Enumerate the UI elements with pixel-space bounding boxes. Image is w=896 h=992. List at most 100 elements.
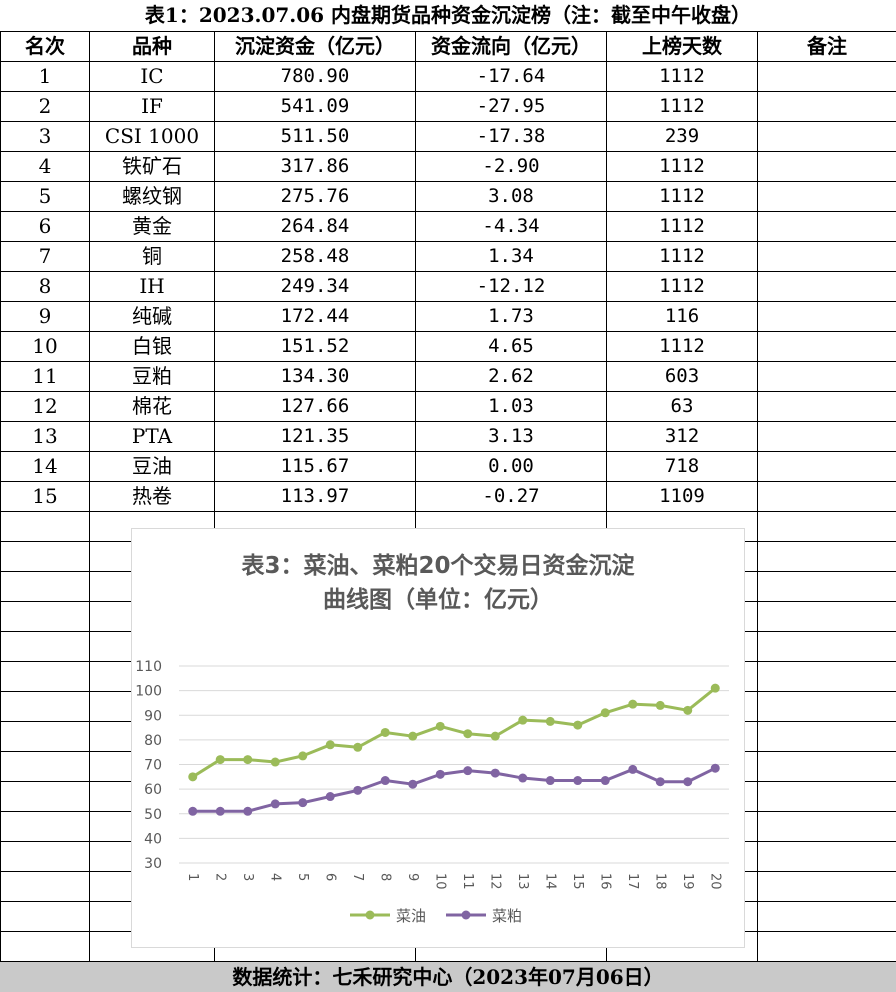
empty-cell <box>758 842 896 872</box>
cell-notes <box>758 62 896 92</box>
data-point <box>298 798 307 807</box>
empty-cell <box>1 902 90 932</box>
cell-flow: 1.34 <box>416 242 607 272</box>
x-tick-label: 20 <box>707 873 722 890</box>
cell-flow: 1.73 <box>416 302 607 332</box>
data-point <box>353 786 362 795</box>
legend-marker <box>462 911 471 920</box>
y-tick-label: 100 <box>135 684 162 700</box>
cell-variety: PTA <box>90 422 215 452</box>
cell-notes <box>758 212 896 242</box>
cell-capital: 127.66 <box>215 392 416 422</box>
cell-variety: 螺纹钢 <box>90 182 215 212</box>
x-tick-label: 14 <box>542 873 557 890</box>
cell-rank: 13 <box>1 422 90 452</box>
empty-cell <box>758 812 896 842</box>
empty-cell <box>1 812 90 842</box>
x-tick-label: 8 <box>377 873 392 881</box>
cell-rank: 12 <box>1 392 90 422</box>
data-point <box>711 764 720 773</box>
cell-rank: 5 <box>1 182 90 212</box>
legend-label: 菜油 <box>396 907 426 925</box>
x-tick-label: 7 <box>350 873 365 881</box>
header-capital: 沉淀资金（亿元） <box>215 32 416 62</box>
cell-rank: 2 <box>1 92 90 122</box>
cell-capital: 115.67 <box>215 452 416 482</box>
empty-cell <box>758 722 896 752</box>
cell-days: 1112 <box>607 182 758 212</box>
cell-days: 1112 <box>607 242 758 272</box>
data-point <box>683 706 692 715</box>
cell-flow: 1.03 <box>416 392 607 422</box>
cell-variety: IC <box>90 62 215 92</box>
chart-title-line: 曲线图（单位：亿元） <box>323 586 553 613</box>
data-point <box>188 772 197 781</box>
cell-days: 1109 <box>607 482 758 512</box>
header-flow: 资金流向（亿元） <box>416 32 607 62</box>
data-point <box>546 776 555 785</box>
data-point <box>518 774 527 783</box>
cell-capital: 275.76 <box>215 182 416 212</box>
data-point <box>436 770 445 779</box>
cell-rank: 10 <box>1 332 90 362</box>
data-point <box>408 732 417 741</box>
cell-flow: -17.38 <box>416 122 607 152</box>
cell-capital: 780.90 <box>215 62 416 92</box>
data-point <box>436 722 445 731</box>
empty-cell <box>758 752 896 782</box>
empty-cell <box>1 572 90 602</box>
y-tick-label: 70 <box>144 758 162 774</box>
x-tick-label: 1 <box>185 873 200 881</box>
x-tick-label: 16 <box>597 873 612 890</box>
cell-days: 239 <box>607 122 758 152</box>
cell-days: 1112 <box>607 212 758 242</box>
empty-cell <box>1 602 90 632</box>
cell-capital: 172.44 <box>215 302 416 332</box>
cell-notes <box>758 152 896 182</box>
data-point <box>463 729 472 738</box>
cell-variety: IH <box>90 272 215 302</box>
cell-notes <box>758 332 896 362</box>
cell-capital: 249.34 <box>215 272 416 302</box>
empty-cell <box>1 842 90 872</box>
empty-cell <box>1 752 90 782</box>
cell-variety: 豆粕 <box>90 362 215 392</box>
empty-cell <box>1 542 90 572</box>
cell-days: 718 <box>607 452 758 482</box>
cell-days: 116 <box>607 302 758 332</box>
data-point <box>353 743 362 752</box>
empty-cell <box>758 512 896 542</box>
cell-days: 1112 <box>607 332 758 362</box>
cell-notes <box>758 452 896 482</box>
cell-flow: -2.90 <box>416 152 607 182</box>
cell-variety: IF <box>90 92 215 122</box>
empty-cell <box>758 872 896 902</box>
cell-notes <box>758 482 896 512</box>
empty-cell <box>1 722 90 752</box>
data-point <box>711 684 720 693</box>
data-point <box>381 776 390 785</box>
data-point <box>326 792 335 801</box>
empty-cell <box>758 542 896 572</box>
empty-cell <box>1 692 90 722</box>
cell-notes <box>758 182 896 212</box>
cell-capital: 264.84 <box>215 212 416 242</box>
data-point <box>381 728 390 737</box>
cell-variety: 白银 <box>90 332 215 362</box>
cell-capital: 113.97 <box>215 482 416 512</box>
cell-variety: CSI 1000 <box>90 122 215 152</box>
x-tick-label: 13 <box>515 873 530 890</box>
header-notes: 备注 <box>758 32 896 62</box>
data-point <box>463 766 472 775</box>
empty-cell <box>758 662 896 692</box>
y-tick-label: 30 <box>144 856 162 872</box>
y-tick-label: 90 <box>144 708 162 724</box>
y-tick-label: 40 <box>144 831 162 847</box>
cell-flow: -0.27 <box>416 482 607 512</box>
cell-rank: 4 <box>1 152 90 182</box>
empty-cell <box>758 602 896 632</box>
cell-flow: 2.62 <box>416 362 607 392</box>
